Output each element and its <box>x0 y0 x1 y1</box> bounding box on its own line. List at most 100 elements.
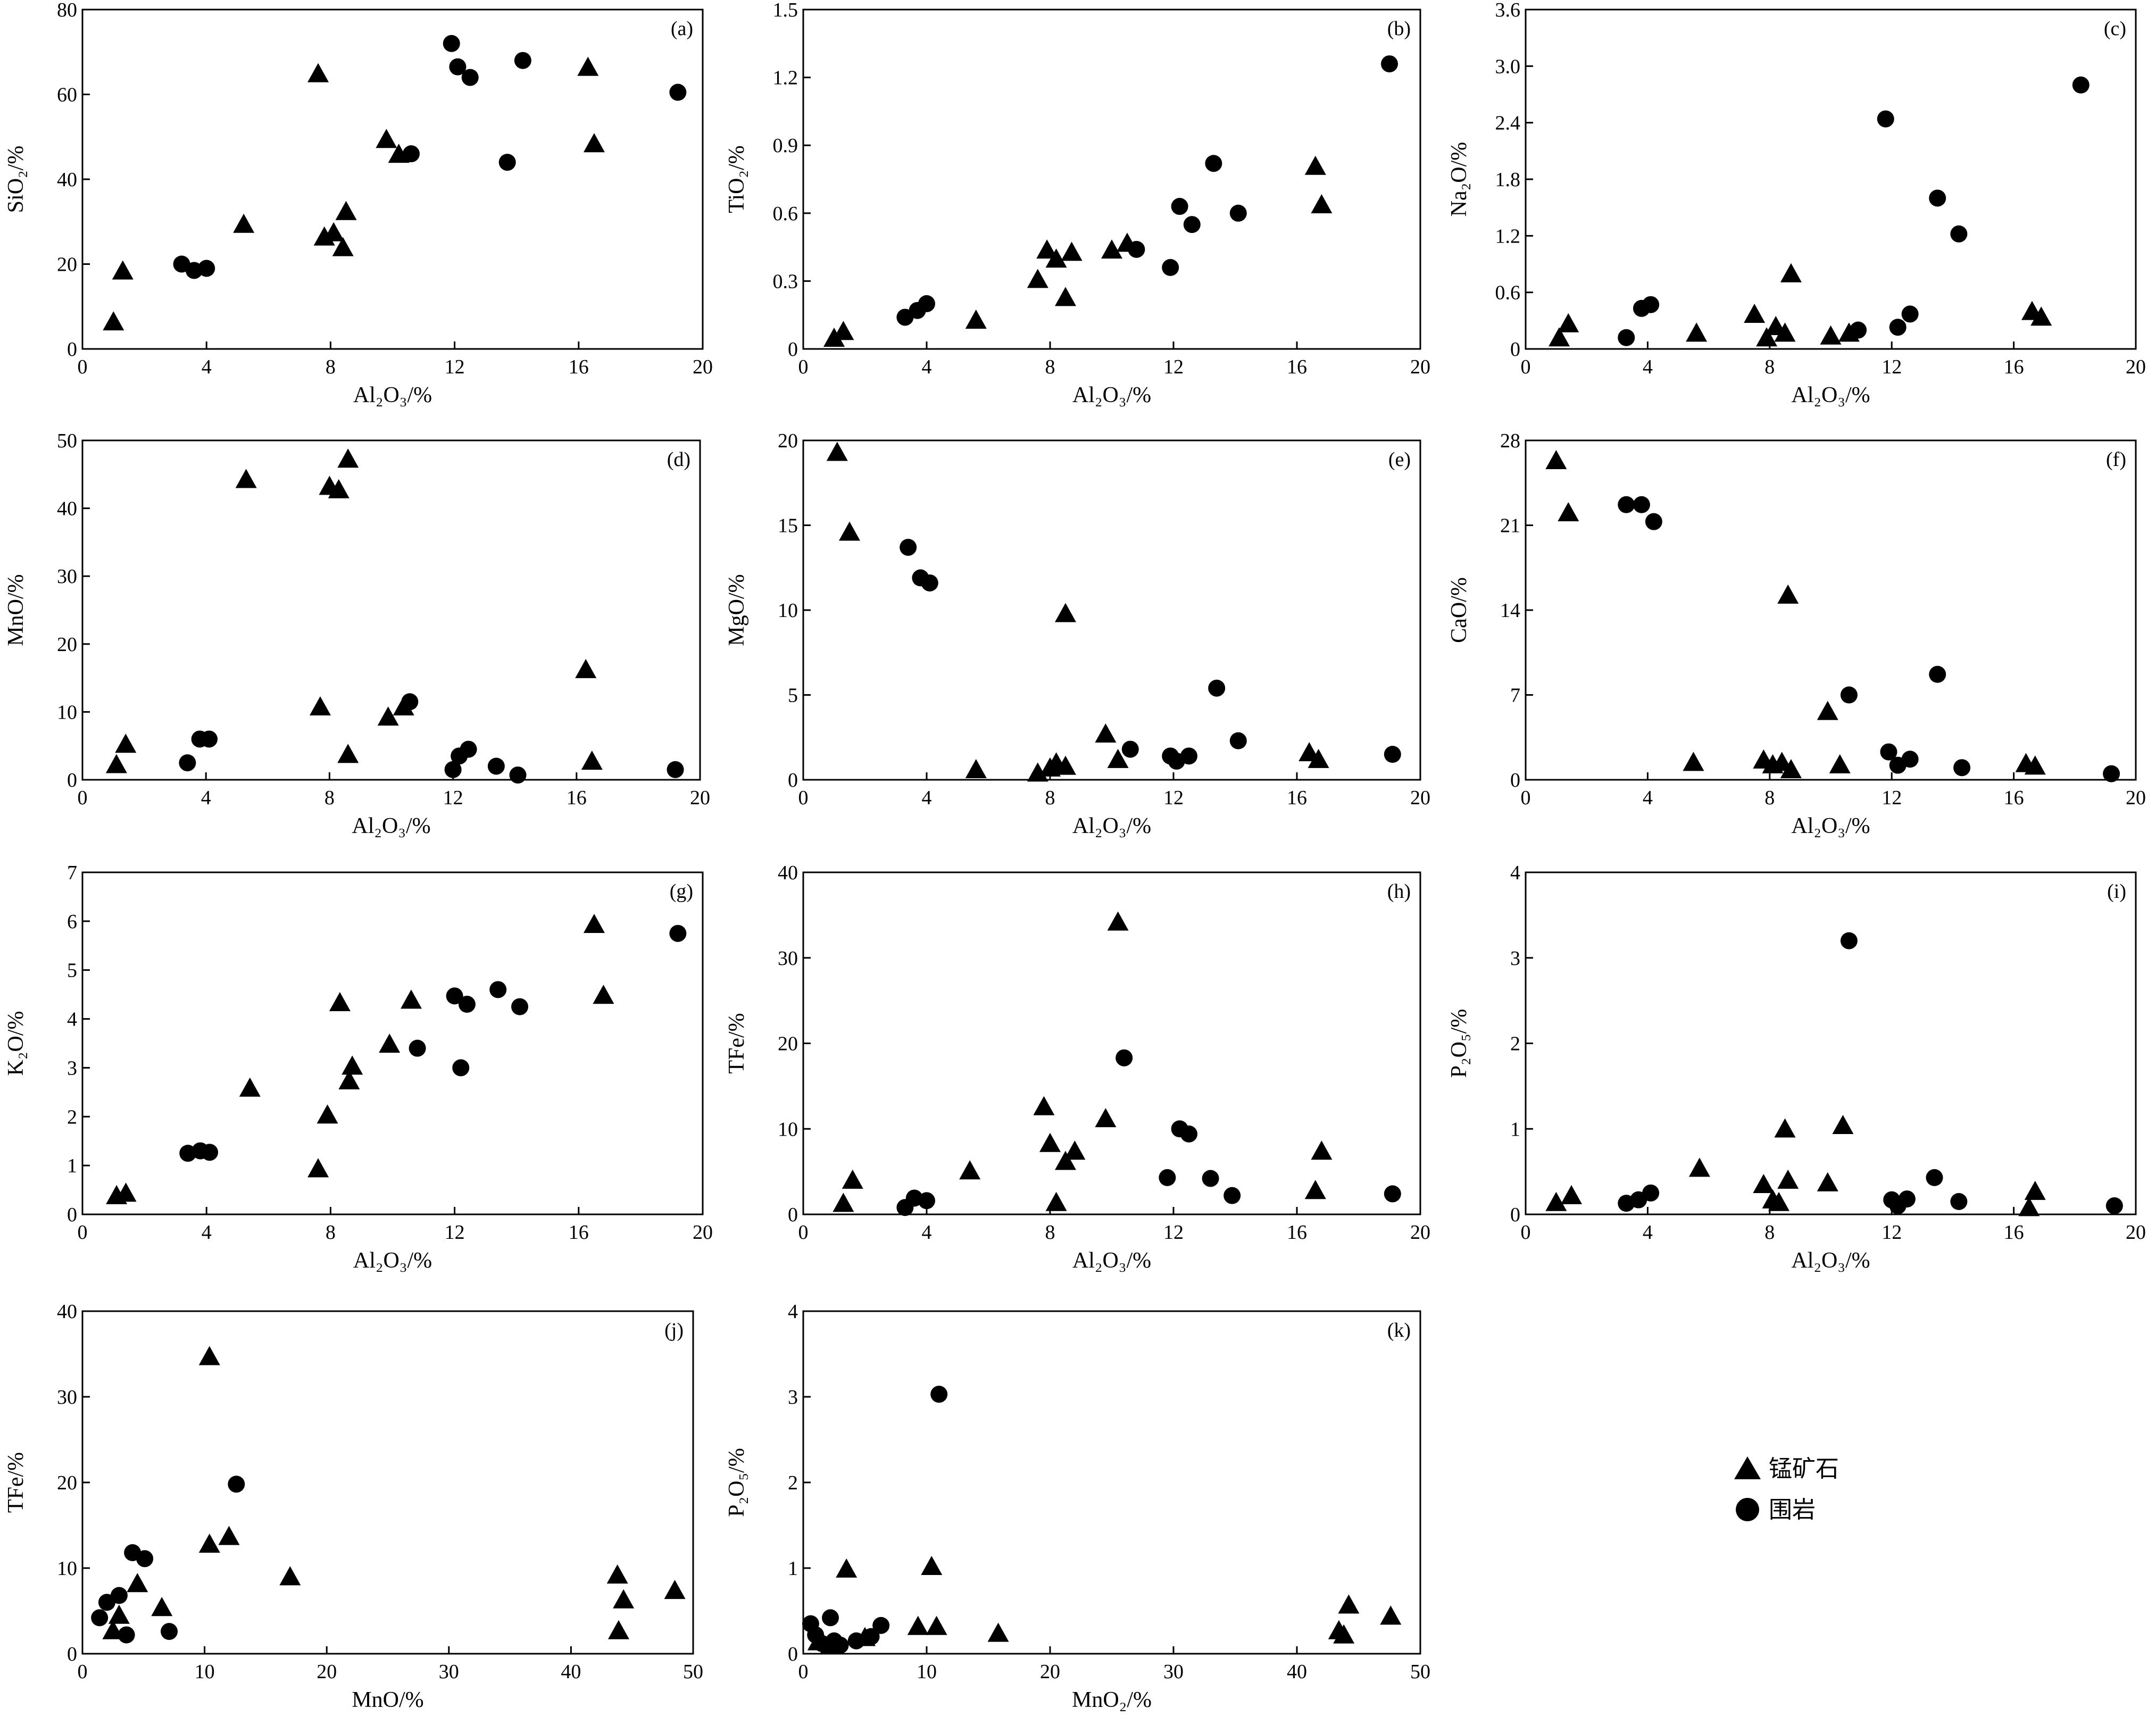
ore-point <box>1055 755 1076 775</box>
chart-panel-j: 0 10 20 30 40 50 0 10 20 30 40 MnO/% TFe/% (j) <box>4 1301 703 1712</box>
series-wall-rock <box>896 55 1398 326</box>
ore-point <box>338 1070 360 1089</box>
plot-frame <box>81 439 701 781</box>
series-ore <box>106 914 614 1204</box>
ore-point <box>1774 1118 1796 1138</box>
wall-rock-point <box>1642 1184 1660 1202</box>
wall-rock-point <box>862 1628 880 1645</box>
y-tick-label: 5 <box>67 960 77 982</box>
x-tick-label: 16 <box>2004 356 2024 378</box>
y-tick-label: 40 <box>57 1301 77 1323</box>
x-tick-label: 16 <box>1287 1221 1307 1244</box>
ore-point <box>1817 1172 1838 1191</box>
wall-rock-point <box>1183 216 1201 234</box>
x-tick-label: 20 <box>317 1661 337 1683</box>
wall-rock-point <box>1953 759 1971 777</box>
wall-rock-point <box>402 145 420 163</box>
x-tick-label: 10 <box>195 1661 215 1683</box>
x-tick-label: 50 <box>1410 1661 1430 1683</box>
ore-point <box>198 1346 220 1365</box>
y-tick-label: 1 <box>1510 1118 1520 1140</box>
plot-frame <box>802 1310 1421 1655</box>
y-tick-label: 0 <box>1510 769 1520 791</box>
series-wall-rock <box>802 1386 948 1654</box>
y-tick-label: 0 <box>67 1204 77 1226</box>
y-tick-label: 0.3 <box>773 270 798 293</box>
wall-rock-point <box>487 757 505 775</box>
ore-point <box>376 129 397 148</box>
x-tick-label: 12 <box>445 1221 465 1244</box>
wall-rock-point <box>1202 1170 1219 1187</box>
wall-rock-point <box>1950 225 1968 243</box>
y-tick-label: 1.2 <box>773 67 798 89</box>
wall-rock-point <box>872 1616 890 1634</box>
ore-point <box>839 521 860 541</box>
y-tick-label: 0 <box>67 1643 77 1665</box>
ore-point <box>1308 748 1329 768</box>
wall-rock-point <box>118 1626 135 1644</box>
y-tick-label: 50 <box>57 430 77 452</box>
y-tick-label: 80 <box>57 0 77 21</box>
wall-rock-point <box>1950 1193 1968 1210</box>
x-tick-label: 12 <box>1882 356 1902 378</box>
y-tick-label: 7 <box>1510 685 1520 707</box>
panel-label: (h) <box>1387 880 1411 903</box>
x-tick-label: 0 <box>78 1221 88 1244</box>
ore-point <box>235 469 257 488</box>
ore-point <box>1686 322 1708 342</box>
x-axis-label: MnO₂/% <box>1072 1688 1152 1712</box>
y-tick-label: 20 <box>57 1472 77 1494</box>
x-tick-label: 12 <box>1163 356 1184 378</box>
wall-rock-point <box>511 998 529 1015</box>
y-tick-label: 10 <box>57 701 77 723</box>
wall-rock-point <box>446 987 463 1005</box>
series-wall-rock <box>900 538 1401 770</box>
x-tick-label: 20 <box>1410 1221 1430 1244</box>
y-axis-label: P₂O₅/% <box>1447 1009 1471 1078</box>
wall-rock-point <box>1618 496 1635 513</box>
ore-point <box>1777 584 1799 604</box>
y-axis-label: TiO₂/% <box>725 145 749 213</box>
chart-panel-k: 0 10 20 30 40 50 0 1 2 3 4 MnO₂/% P₂O₅/% (k) <box>725 1301 1430 1712</box>
ore-point <box>1820 325 1842 345</box>
ore-point <box>112 260 134 280</box>
wall-rock-point <box>1840 686 1858 704</box>
x-tick-label: 0 <box>1521 1221 1531 1244</box>
plot-frame <box>802 9 1421 350</box>
y-tick-label: 0.6 <box>1495 282 1521 304</box>
ore-point <box>198 1534 220 1553</box>
wall-rock-point <box>1208 679 1226 697</box>
x-axis-label: Al₂O₃/% <box>353 1248 432 1273</box>
ore-point <box>833 1193 854 1212</box>
wall-rock-point <box>201 1144 219 1161</box>
y-tick-label: 5 <box>788 685 798 707</box>
wall-rock-point <box>110 1587 128 1604</box>
wall-rock-point <box>930 1386 948 1403</box>
panel-label: (f) <box>2106 448 2126 471</box>
series-ore <box>826 441 1329 782</box>
ore-point <box>1027 762 1048 782</box>
y-tick-label: 1.2 <box>1495 225 1521 247</box>
y-tick-label: 21 <box>1500 515 1520 537</box>
ore-point <box>583 914 605 934</box>
x-tick-label: 8 <box>1764 356 1775 378</box>
ore-point <box>1558 313 1579 332</box>
wall-rock-point <box>831 1636 849 1654</box>
ore-point <box>2024 1180 2046 1200</box>
y-tick-label: 3 <box>67 1057 77 1079</box>
ore-point <box>1055 603 1076 622</box>
x-tick-label: 8 <box>324 787 335 809</box>
wall-rock-point <box>460 740 477 758</box>
y-axis-label: SiO₂/% <box>4 146 28 213</box>
ore-point <box>1561 1185 1583 1204</box>
x-tick-label: 30 <box>1163 1661 1184 1683</box>
wall-rock-point <box>1633 496 1650 513</box>
ore-point <box>151 1597 173 1616</box>
ore-point <box>307 1158 329 1178</box>
series-ore <box>1545 1115 2046 1216</box>
x-tick-label: 16 <box>2004 1221 2024 1244</box>
x-tick-label: 8 <box>1764 787 1775 809</box>
plot-frame <box>1525 439 2137 781</box>
ore-point <box>108 1604 130 1624</box>
